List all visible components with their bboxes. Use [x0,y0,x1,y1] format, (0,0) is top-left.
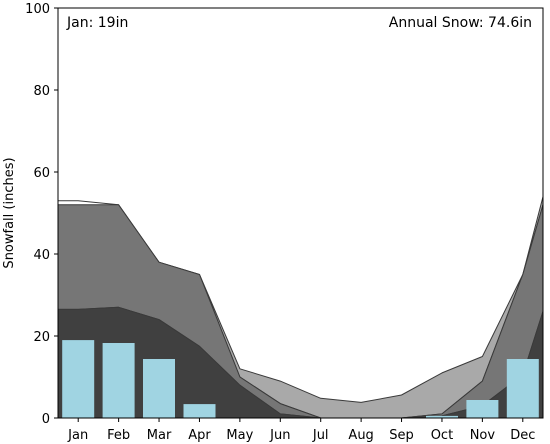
annual-snow-label: Annual Snow: 74.6in [389,15,532,31]
y-tick-label: 100 [25,2,50,17]
x-tick-label-mar: Mar [147,428,172,443]
x-tick-label-feb: Feb [107,428,130,443]
y-tick-label: 40 [33,248,50,263]
x-tick-label-may: May [226,428,253,443]
bar-jan [62,340,95,418]
x-tick-label-jul: Jul [312,428,329,443]
y-tick-label: 0 [42,412,50,427]
current-month-label: Jan: 19in [66,15,128,31]
x-tick-label-nov: Nov [470,428,496,443]
plot-frame [57,7,544,419]
x-tick-label-sep: Sep [389,428,414,443]
bar-nov [466,400,499,418]
bar-oct [426,415,458,418]
x-tick-label-oct: Oct [431,428,453,443]
y-tick-label: 20 [33,330,50,345]
x-tick-label-aug: Aug [348,428,373,443]
y-axis: 0 20 40 60 80 100 [25,2,58,427]
bar-dec [506,359,539,418]
y-tick-label: 80 [33,84,50,99]
x-tick-label-dec: Dec [510,428,535,443]
x-tick-label-apr: Apr [188,428,211,443]
y-tick-label: 60 [33,166,50,181]
bar-apr [183,404,216,418]
x-tick-label-jan: Jan [67,428,88,443]
monthly-bars [62,340,539,418]
bar-mar [143,359,175,418]
x-axis: Jan Feb Mar Apr May Jun Jul Aug Sep Oct Nov Dec [67,418,535,443]
bar-feb [102,343,135,418]
x-tick-label-jun: Jun [269,428,290,443]
y-axis-title: Snowfall (inches) [2,157,17,268]
